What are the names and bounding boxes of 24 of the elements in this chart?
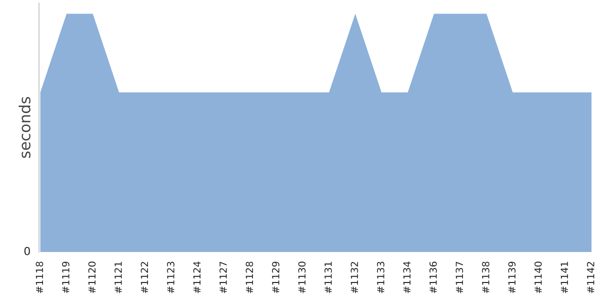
x-tick-label: #1124 bbox=[193, 262, 200, 294]
x-tick-label: #1141 bbox=[560, 262, 568, 294]
x-tick-label: #1131 bbox=[324, 262, 332, 294]
x-tick-label: #1132 bbox=[350, 262, 358, 294]
x-tick-label: #1118 bbox=[36, 262, 44, 294]
x-tick-label: #1138 bbox=[482, 262, 490, 294]
x-tick-label: #1129 bbox=[272, 262, 280, 294]
x-tick-label: #1133 bbox=[376, 262, 384, 294]
x-tick-label: #1136 bbox=[429, 262, 437, 294]
x-tick-label: #1123 bbox=[167, 262, 174, 294]
x-tick-label: #1120 bbox=[88, 262, 96, 294]
y-axis-title: seconds bbox=[18, 97, 30, 158]
x-tick-label: #1139 bbox=[508, 262, 516, 294]
x-tick-label: #1137 bbox=[456, 262, 464, 294]
x-tick-label: #1121 bbox=[114, 262, 122, 294]
x-tick-label: #1128 bbox=[246, 262, 254, 294]
x-tick-label: #1140 bbox=[534, 262, 542, 294]
x-tick-label: #1142 bbox=[586, 262, 594, 294]
x-tick-label: #1130 bbox=[298, 262, 306, 294]
x-tick-label: #1134 bbox=[403, 262, 411, 294]
x-tick-label: #1122 bbox=[140, 262, 148, 294]
annotation: 0 bbox=[24, 246, 30, 256]
x-tick-label: #1127 bbox=[220, 262, 227, 294]
x-tick-label: #1119 bbox=[62, 262, 70, 294]
